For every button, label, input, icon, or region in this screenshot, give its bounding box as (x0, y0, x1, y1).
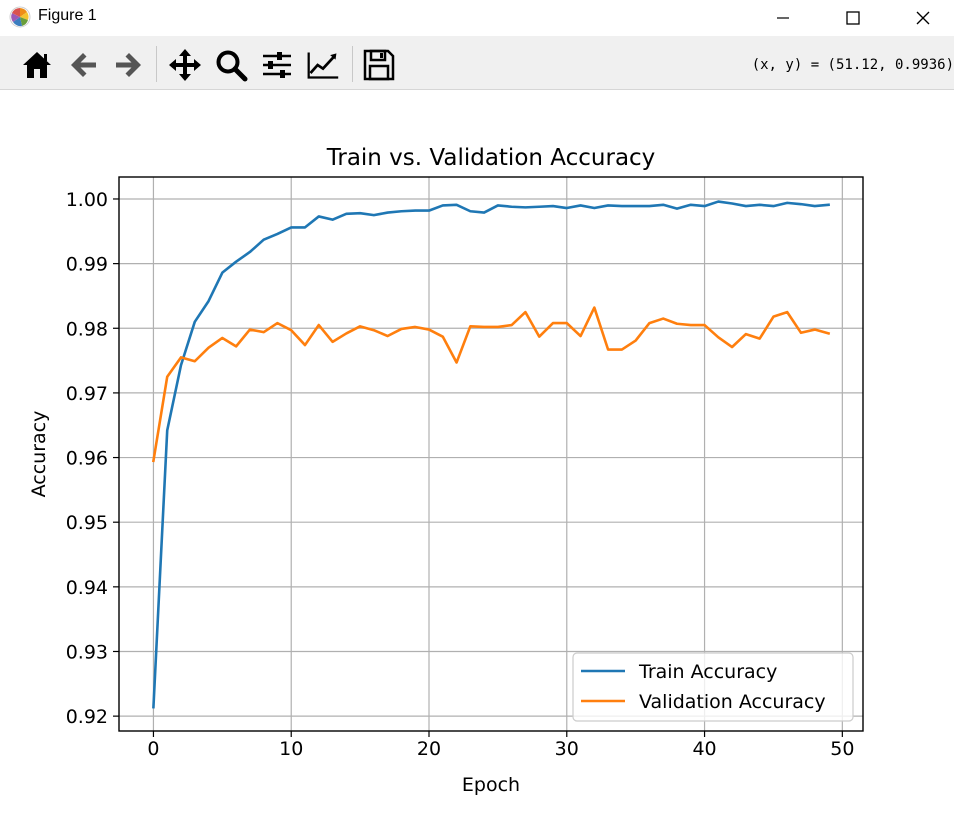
line-chart[interactable]: 0 10 20 30 40 50 0.92 0.93 0.94 0.95 0.96 0.97 0.98 0… (0, 90, 954, 811)
toolbar-separator (156, 46, 157, 82)
validation-accuracy-line (151, 306, 831, 463)
minimize-icon (777, 17, 789, 19)
configure-subplots-icon (263, 52, 291, 78)
window-title: Figure 1 (38, 7, 97, 24)
close-button[interactable] (900, 0, 946, 36)
zoom-button[interactable] (214, 48, 248, 82)
minimize-button[interactable] (760, 0, 806, 36)
save-disk-icon (363, 49, 395, 81)
home-icon (23, 52, 51, 78)
home-button[interactable] (20, 48, 54, 82)
pan-button[interactable] (168, 48, 202, 82)
edit-axis-button[interactable] (306, 48, 340, 82)
train-accuracy-line (152, 200, 830, 709)
cursor-coordinates: (x, y) = (51.12, 0.9936) (751, 57, 954, 73)
x-axis-label: Epoch (462, 774, 520, 796)
x-tick-label: 20 (417, 738, 441, 760)
y-tick-label: 1.00 (66, 189, 108, 211)
back-button[interactable] (66, 48, 100, 82)
matplotlib-logo-icon (9, 6, 31, 28)
x-tick-label: 30 (555, 738, 579, 760)
y-tick-label: 0.95 (66, 512, 108, 534)
y-tick-label: 0.99 (66, 254, 108, 276)
edit-axis-icon (307, 52, 339, 79)
legend-box (572, 652, 854, 722)
x-tick-label: 40 (692, 738, 716, 760)
title-bar: Figure 1 (0, 0, 954, 36)
figure-canvas[interactable]: 0 10 20 30 40 50 0.92 0.93 0.94 0.95 0.96 0.97 0.98 0… (0, 90, 954, 811)
x-tick-label: 0 (147, 738, 159, 760)
y-axis-label: Accuracy (28, 411, 50, 498)
configure-subplots-button[interactable] (260, 48, 294, 82)
y-tick-label: 0.94 (66, 577, 108, 599)
close-icon (916, 11, 930, 25)
legend-label: Train Accuracy (638, 661, 777, 683)
legend-label: Validation Accuracy (639, 691, 826, 713)
x-tick-label: 50 (830, 738, 854, 760)
navigation-toolbar: (x, y) = (51.12, 0.9936) (0, 36, 954, 90)
axes-frame (118, 176, 864, 732)
chart-title: Train vs. Validation Accuracy (326, 145, 656, 171)
maximize-button[interactable] (830, 0, 876, 36)
y-tick-label: 0.97 (66, 383, 108, 405)
x-tick-label: 10 (279, 738, 303, 760)
back-arrow-icon (71, 53, 96, 77)
zoom-magnifier-icon (216, 50, 248, 82)
y-tick-label: 0.93 (66, 641, 108, 663)
pan-move-icon (169, 49, 201, 81)
toolbar-separator (352, 46, 353, 82)
forward-button[interactable] (112, 48, 146, 82)
maximize-icon (846, 11, 860, 25)
save-button[interactable] (362, 48, 396, 82)
y-tick-label: 0.92 (66, 706, 108, 728)
forward-arrow-icon (116, 53, 141, 77)
y-tick-label: 0.98 (66, 318, 108, 340)
y-tick-label: 0.96 (66, 448, 108, 470)
